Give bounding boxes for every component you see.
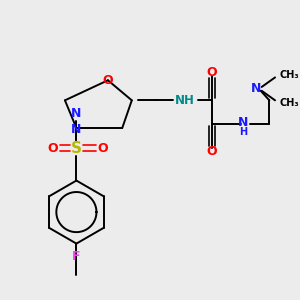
Text: NH: NH [174,94,194,107]
Text: O: O [47,142,58,154]
Text: S: S [71,141,82,156]
Text: O: O [98,142,109,154]
Text: N: N [238,116,249,129]
Text: H: H [239,127,247,137]
Text: O: O [207,146,217,158]
Text: N: N [71,107,82,120]
Text: CH₃: CH₃ [280,98,299,108]
Text: O: O [103,74,113,87]
Text: CH₃: CH₃ [280,70,299,80]
Text: N: N [251,82,261,95]
Text: O: O [207,66,217,79]
Text: F: F [72,250,81,263]
Text: N: N [71,123,82,136]
